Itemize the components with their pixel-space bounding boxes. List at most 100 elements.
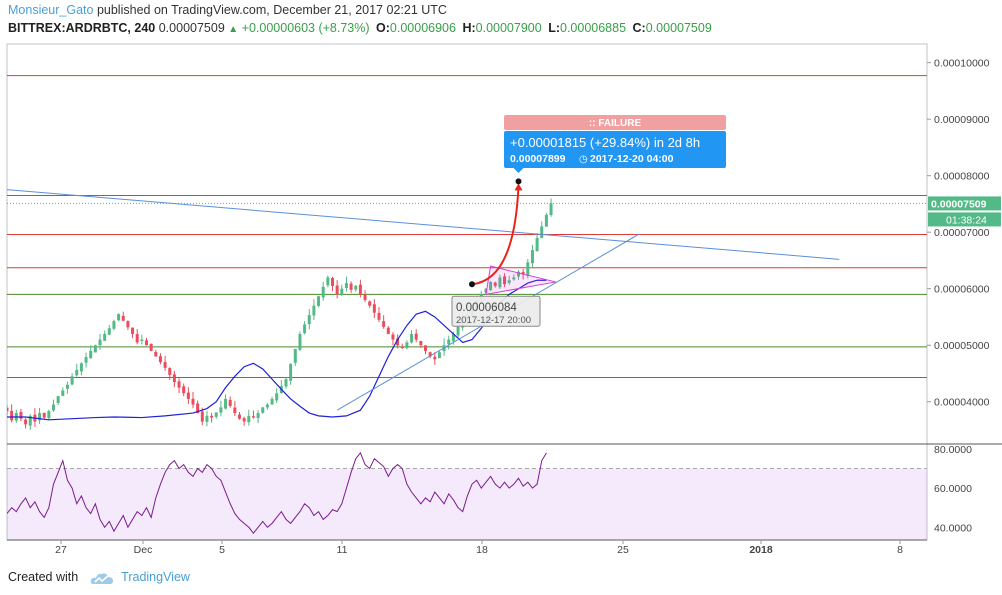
candle-body (214, 412, 218, 417)
x-tick-label: 5 (219, 544, 225, 556)
candle-body (507, 280, 511, 283)
projection-start-date: 2017-12-17 20:00 (456, 315, 531, 326)
candle-body (24, 419, 28, 425)
countdown-badge (928, 212, 1001, 227)
publisher-name[interactable]: Monsieur_Gato (8, 3, 94, 17)
projection-start-price: 0.00006084 (456, 302, 517, 314)
candle-body (451, 333, 455, 342)
current-price-badge (928, 196, 1001, 211)
candle-body (400, 346, 404, 349)
candle-body (158, 356, 162, 363)
candle-body (163, 362, 167, 368)
candle-body (7, 407, 9, 412)
candle-body (103, 333, 107, 341)
candle-body (19, 411, 23, 419)
y-tick-label: 0.00004000 (934, 397, 990, 409)
rsi-tick-label: 80.0000 (934, 444, 972, 456)
candle-body (270, 398, 274, 405)
candle-body (344, 283, 348, 289)
candle-body (135, 334, 139, 343)
failure-badge (504, 115, 726, 130)
candle-body (224, 398, 228, 409)
candle-body (121, 315, 125, 321)
publish-info: Monsieur_Gato published on TradingView.c… (8, 3, 447, 17)
candle-body (498, 277, 502, 288)
candle-body (284, 379, 288, 387)
close-value: 0.00007509 (645, 21, 712, 35)
y-tick-label: 0.00007000 (934, 227, 990, 239)
candle-body (307, 315, 311, 325)
moving-average-line (7, 279, 547, 421)
candle-body (414, 333, 418, 340)
projection-target-price: 0.00007899 (510, 153, 566, 165)
candle-body (117, 314, 121, 321)
candle-body (517, 271, 520, 277)
candle-body (521, 271, 525, 275)
rsi-band (7, 468, 927, 540)
candle-body (410, 333, 414, 343)
candle-body (131, 327, 135, 334)
candle-body (484, 288, 488, 293)
candle-body (321, 286, 325, 298)
candle-body (428, 352, 432, 357)
candle-body (84, 357, 88, 363)
candle-body (186, 392, 190, 399)
x-tick-label: 8 (897, 544, 903, 556)
candle-body (382, 321, 386, 327)
candle-body (363, 294, 367, 301)
x-tick-label: Dec (134, 544, 153, 556)
candle-body (89, 350, 93, 359)
footer: Created with TradingView (8, 570, 190, 585)
projection-curve (471, 185, 520, 286)
projection-arrowhead (514, 183, 523, 191)
candle-body (540, 226, 544, 239)
candle-body (549, 203, 553, 216)
candle-body (437, 352, 441, 359)
candle-body (530, 250, 534, 264)
current-price-label: 0.00007509 (931, 198, 987, 210)
last-price: 0.00007509 (158, 21, 225, 35)
candle-body (354, 285, 358, 290)
candle-body (28, 415, 32, 426)
candle-body (391, 334, 395, 340)
symbol-label: BITTREX:ARDRBTC, 240 (8, 21, 156, 35)
candle-body (238, 414, 241, 419)
x-tick-label: 11 (337, 544, 348, 556)
candle-body (312, 305, 316, 316)
candle-body (503, 276, 507, 285)
candle-body (544, 214, 548, 227)
high-value: 0.00007900 (475, 21, 542, 35)
candle-body (535, 237, 539, 252)
candle-body (526, 262, 530, 276)
candle-body (340, 288, 344, 296)
candle-body (386, 327, 390, 334)
projection-info-box (504, 131, 726, 168)
candle-body (38, 413, 42, 421)
candle-body (172, 374, 176, 382)
candle-body (196, 403, 200, 414)
low-value: 0.00006885 (560, 21, 627, 35)
candle-body (317, 296, 321, 306)
candle-body (447, 339, 451, 345)
candle-body (233, 407, 237, 414)
ohlc-legend: BITTREX:ARDRBTC, 240 0.00007509 ▲ +0.000… (8, 21, 712, 35)
y-tick-label: 0.00005000 (934, 340, 990, 352)
candle-body (419, 340, 423, 346)
projection-change: +0.00001815 (+29.84%) in 2d 8h (510, 135, 700, 150)
candle-body (261, 407, 265, 413)
projection-start-box (451, 295, 541, 327)
candle-body (489, 281, 493, 291)
candle-body (424, 345, 427, 351)
projection-target-date: 2017-12-20 04:00 (590, 153, 674, 165)
open-label: O: (376, 21, 390, 35)
candle-body (145, 340, 148, 346)
candle-body (61, 390, 65, 396)
tradingview-link[interactable]: TradingView (121, 570, 190, 584)
candle-body (265, 404, 269, 408)
rsi-tick-label: 60.0000 (934, 483, 972, 495)
x-tick-label: 27 (55, 544, 67, 556)
projection-info-pointer (513, 168, 524, 173)
y-tick-label: 0.00009000 (934, 114, 990, 126)
x-tick-label: 2018 (749, 544, 773, 556)
